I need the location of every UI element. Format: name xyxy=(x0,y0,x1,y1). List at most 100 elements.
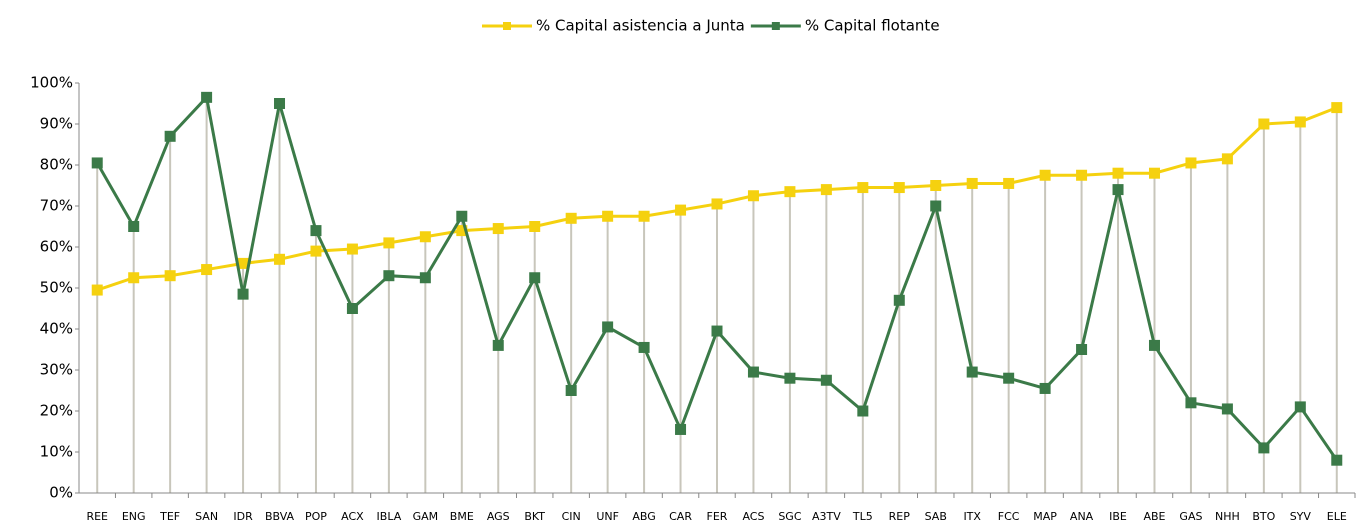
x-tick-label: FCC xyxy=(998,510,1020,523)
point xyxy=(91,284,103,296)
x-tick-label: A3TV xyxy=(812,510,841,523)
point xyxy=(1331,102,1343,114)
point xyxy=(747,190,759,202)
x-tick-label: GAM xyxy=(413,510,439,523)
point xyxy=(930,180,942,191)
point xyxy=(310,245,322,257)
point xyxy=(201,264,213,276)
x-tick-label: ENG xyxy=(122,510,146,523)
point xyxy=(237,288,249,300)
y-tick-label: 70% xyxy=(40,197,73,215)
point xyxy=(419,231,431,243)
x-tick-label: ANA xyxy=(1070,510,1094,523)
point xyxy=(383,237,395,249)
point xyxy=(1076,169,1088,181)
point xyxy=(711,325,723,337)
x-tick-label: IBE xyxy=(1109,510,1127,523)
x-tick-label: MAP xyxy=(1033,510,1057,523)
point xyxy=(966,366,978,378)
point xyxy=(529,221,541,232)
y-tick-label: 40% xyxy=(40,320,73,338)
x-tick-label: BKT xyxy=(524,510,545,523)
x-tick-label: REP xyxy=(889,510,911,523)
point xyxy=(91,157,103,169)
point xyxy=(1221,403,1233,415)
point xyxy=(602,210,614,222)
x-tick-label: TEF xyxy=(159,510,180,523)
point xyxy=(638,210,650,222)
point xyxy=(128,221,140,232)
x-tick-label: NHH xyxy=(1215,510,1240,523)
point xyxy=(383,270,395,282)
point xyxy=(201,91,213,103)
x-tick-label: SAN xyxy=(195,510,218,523)
point xyxy=(1185,397,1197,409)
point xyxy=(1294,116,1306,128)
x-tick-label: SAB xyxy=(925,510,947,523)
y-tick-label: 50% xyxy=(40,279,73,297)
point xyxy=(346,243,358,255)
legend-label: % Capital asistencia a Junta xyxy=(536,17,745,35)
x-tick-label: IDR xyxy=(233,510,253,523)
point xyxy=(1112,184,1124,196)
point xyxy=(1185,157,1197,169)
point xyxy=(784,372,796,384)
y-tick-label: 100% xyxy=(30,74,73,92)
x-tick-label: UNF xyxy=(596,510,619,523)
point xyxy=(565,212,577,224)
point xyxy=(1258,118,1270,130)
point xyxy=(1039,382,1051,394)
point xyxy=(638,341,650,353)
point xyxy=(1294,401,1306,413)
point xyxy=(274,98,286,109)
y-tick-label: 20% xyxy=(40,402,73,420)
x-tick-label: CAR xyxy=(669,510,692,523)
point xyxy=(1221,153,1233,165)
y-tick-label: 0% xyxy=(49,484,73,502)
legend-marker xyxy=(503,22,511,30)
point xyxy=(711,198,723,210)
y-tick-label: 10% xyxy=(40,443,73,461)
y-tick-label: 60% xyxy=(40,238,73,256)
point xyxy=(675,423,687,435)
x-tick-label: ACX xyxy=(341,510,364,523)
point xyxy=(274,253,286,265)
point xyxy=(747,366,759,378)
x-tick-label: SGC xyxy=(778,510,802,523)
point xyxy=(1148,167,1160,179)
point xyxy=(857,182,869,194)
x-tick-label: BME xyxy=(450,510,474,523)
point xyxy=(456,225,468,237)
x-tick-label: BBVA xyxy=(265,510,295,523)
x-tick-label: ITX xyxy=(963,510,981,523)
x-tick-label: AGS xyxy=(487,510,510,523)
point xyxy=(893,182,905,194)
point xyxy=(164,270,176,282)
x-tick-label: ABG xyxy=(632,510,655,523)
x-tick-label: REE xyxy=(86,510,108,523)
point xyxy=(237,257,249,269)
x-tick-label: TL5 xyxy=(852,510,873,523)
x-tick-label: GAS xyxy=(1179,510,1202,523)
point xyxy=(164,130,176,142)
y-tick-label: 80% xyxy=(40,156,73,174)
point xyxy=(1003,372,1015,384)
point xyxy=(1112,167,1124,179)
x-tick-label: SYV xyxy=(1290,510,1312,523)
point xyxy=(602,321,614,333)
point xyxy=(419,272,431,284)
point xyxy=(820,374,832,386)
point xyxy=(966,177,978,189)
point xyxy=(1258,442,1270,454)
x-tick-label: BTO xyxy=(1252,510,1275,523)
point xyxy=(1148,339,1160,351)
point xyxy=(1003,177,1015,189)
point xyxy=(820,184,832,196)
point xyxy=(784,186,796,198)
point xyxy=(492,223,504,235)
x-tick-label: ACS xyxy=(742,510,764,523)
x-tick-label: FER xyxy=(707,510,728,523)
point xyxy=(1039,169,1051,181)
x-tick-label: IBLA xyxy=(377,510,402,523)
y-tick-label: 30% xyxy=(40,361,73,379)
